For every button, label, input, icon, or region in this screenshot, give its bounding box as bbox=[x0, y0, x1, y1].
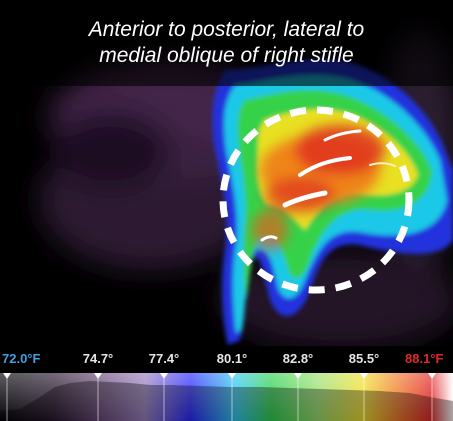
scale-label-max: 88.1°F bbox=[405, 351, 444, 366]
scale-ticks bbox=[3, 373, 436, 379]
scale-label-6: 85.5° bbox=[348, 351, 380, 366]
scale-label-5: 82.8° bbox=[282, 351, 314, 366]
temperature-scale-labels: 72.0°F 74.7° 77.4° 80.1° 82.8° 85.5° 88.… bbox=[0, 346, 453, 372]
hot-streaks bbox=[260, 129, 396, 242]
scale-label-min: 72.0°F bbox=[2, 351, 41, 366]
color-gradient-strip bbox=[0, 373, 453, 421]
scale-label-2: 74.7° bbox=[82, 351, 114, 366]
scale-label-3: 77.4° bbox=[148, 351, 180, 366]
temperature-scale: 72.0°F 74.7° 77.4° 80.1° 82.8° 85.5° 88.… bbox=[0, 346, 453, 421]
caption-line-2: medial oblique of right stifle bbox=[99, 44, 354, 67]
caption-line-1: Anterior to posterior, lateral to bbox=[88, 18, 365, 41]
image-caption: Anterior to posterior, lateral to medial… bbox=[0, 0, 453, 86]
region-of-interest-circle bbox=[219, 106, 413, 294]
scale-label-4: 80.1° bbox=[216, 351, 248, 366]
